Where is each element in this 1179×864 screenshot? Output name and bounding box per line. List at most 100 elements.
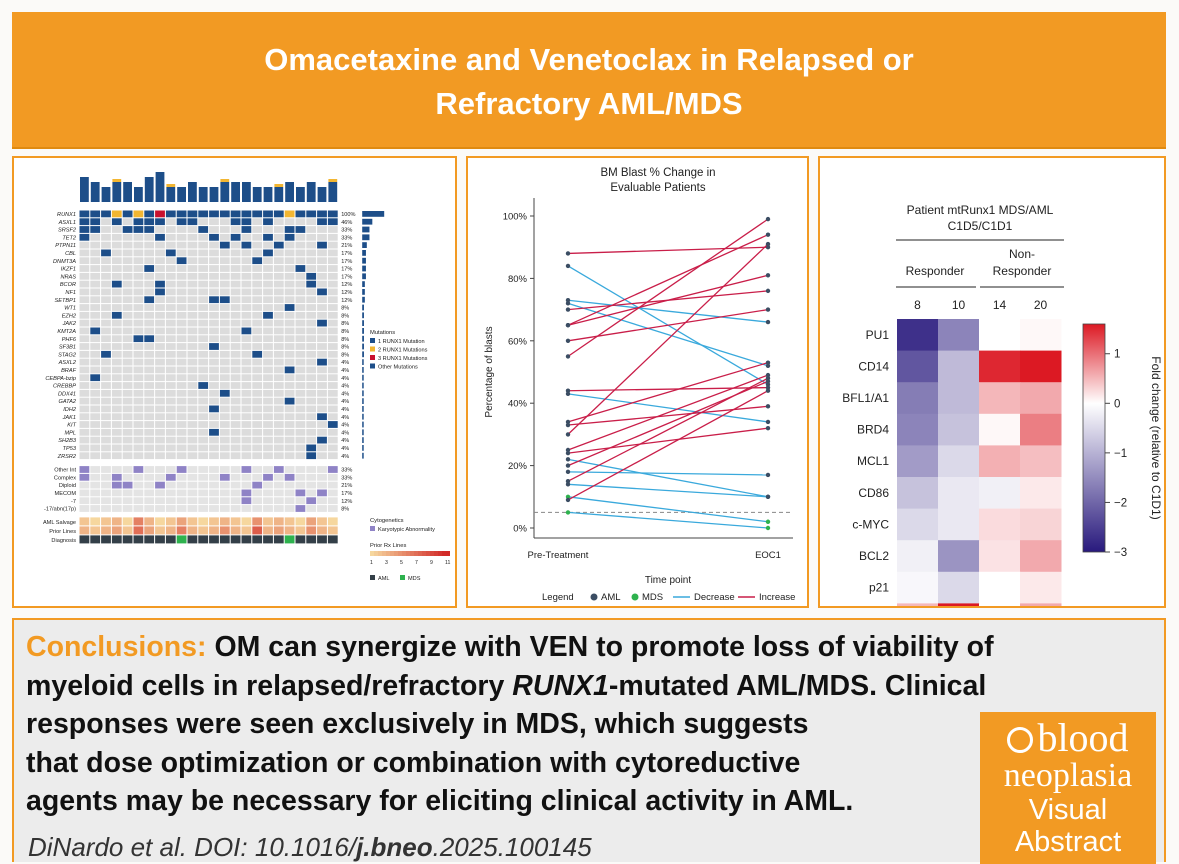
- mutation-cell: [79, 421, 90, 428]
- mutation-cell: [155, 452, 165, 460]
- mutation-cell: [317, 241, 327, 249]
- mutation-cell: [252, 265, 263, 272]
- mutation-cell: [317, 288, 327, 296]
- series-line: [567, 405, 769, 426]
- clinical-cell: [219, 535, 230, 544]
- cyto-cell: [133, 497, 144, 505]
- mutation-cell: [133, 249, 144, 257]
- mutation-cell: [155, 327, 165, 335]
- cyto-cell: [284, 505, 295, 512]
- mutation-cell: [155, 350, 165, 358]
- mutation-cell: [295, 436, 306, 444]
- gene-freq-bar: [362, 312, 364, 319]
- mutation-cell: [306, 210, 317, 218]
- mutation-cell: [165, 280, 176, 288]
- sample-count-bar: [166, 187, 176, 202]
- mutation-cell: [230, 343, 241, 350]
- mutation-cell: [176, 413, 187, 421]
- mutation-cell: [144, 335, 155, 343]
- mutation-cell: [187, 296, 198, 304]
- mutation-cell: [209, 350, 219, 358]
- mutation-cell: [176, 343, 187, 350]
- clinical-cell: [122, 535, 133, 544]
- clinical-cell: [273, 517, 284, 526]
- mutation-cell: [230, 366, 241, 374]
- gene-label: ASXL2: [58, 360, 77, 366]
- gene-freq-bar: [362, 273, 366, 280]
- clinical-cell: [284, 526, 295, 535]
- mutation-cell: [209, 436, 219, 444]
- mutation-cell: [306, 366, 317, 374]
- gene-label: SF3B1: [59, 345, 76, 351]
- mutation-cell: [122, 366, 133, 374]
- clinical-cell: [284, 535, 295, 544]
- heatmap-cell: [938, 603, 980, 606]
- mutation-cell: [155, 428, 165, 436]
- gene-label: STAG2: [58, 352, 77, 358]
- gene-label: SETBP1: [55, 298, 76, 304]
- gene-label: TET2: [62, 235, 77, 241]
- mutation-cell: [252, 382, 263, 389]
- mutation-cell: [284, 397, 295, 405]
- mutation-cell: [101, 304, 111, 311]
- sample-count-bar-runx: [166, 184, 176, 187]
- mutation-cell: [198, 366, 209, 374]
- mutation-cell: [295, 389, 306, 397]
- mutation-cell: [144, 444, 155, 452]
- cyto-cell: [187, 497, 198, 505]
- heatmap-cell: [1020, 413, 1062, 446]
- mutation-cell: [241, 358, 252, 366]
- mutation-cell: [90, 288, 101, 296]
- mutation-cell: [306, 405, 317, 413]
- data-point: [765, 288, 771, 294]
- cyto-cell: [101, 497, 111, 505]
- data-point: [565, 338, 571, 343]
- gene-label: KMT2A: [57, 329, 76, 335]
- mutation-cell: [263, 421, 273, 428]
- logo-line-1: blood: [1037, 715, 1129, 760]
- mutation-cell: [241, 444, 252, 452]
- data-point: [565, 463, 571, 468]
- mutation-cell: [122, 350, 133, 358]
- mutation-cell: [133, 350, 144, 358]
- cyto-cell: [295, 466, 306, 473]
- gene-label: WT1: [64, 306, 76, 312]
- heatmap-cell: [979, 319, 1021, 352]
- mutation-cell: [219, 343, 230, 350]
- sample-count-bar: [317, 187, 327, 202]
- legend-cyto-label: Karyotypic Abnormality: [378, 527, 435, 533]
- header-banner: Omacetaxine and Venetoclax in Relapsed o…: [12, 12, 1166, 149]
- mutation-cell: [317, 421, 327, 428]
- mutation-cell: [165, 358, 176, 366]
- heatmap-cell: [897, 445, 939, 478]
- clinical-cell: [90, 517, 101, 526]
- clinical-cell: [327, 535, 338, 544]
- clinical-cell: [317, 517, 327, 526]
- mutation-cell: [122, 319, 133, 327]
- mutation-cell: [317, 304, 327, 311]
- series-line: [567, 362, 769, 423]
- cyto-cell: [90, 466, 101, 473]
- mutation-cell: [219, 335, 230, 343]
- mutation-cell: [219, 428, 230, 436]
- mutation-cell: [295, 265, 306, 272]
- mutation-cell: [230, 382, 241, 389]
- mutation-cell: [133, 226, 144, 233]
- mutation-cell: [219, 405, 230, 413]
- mutation-cell: [327, 350, 338, 358]
- mutation-cell: [122, 335, 133, 343]
- gene-pct: 8%: [341, 321, 349, 327]
- mutation-cell: [79, 280, 90, 288]
- mutation-cell: [198, 265, 209, 272]
- mutation-cell: [101, 413, 111, 421]
- mutation-cell: [155, 249, 165, 257]
- mutation-cell: [295, 241, 306, 249]
- mutation-cell: [155, 272, 165, 280]
- gene-freq-bar: [362, 257, 366, 264]
- legend-prior-tick: 3: [385, 560, 388, 566]
- mutation-cell: [295, 343, 306, 350]
- mutation-cell: [219, 397, 230, 405]
- mutation-cell: [122, 444, 133, 452]
- mutation-cell: [176, 382, 187, 389]
- mutation-cell: [273, 374, 284, 382]
